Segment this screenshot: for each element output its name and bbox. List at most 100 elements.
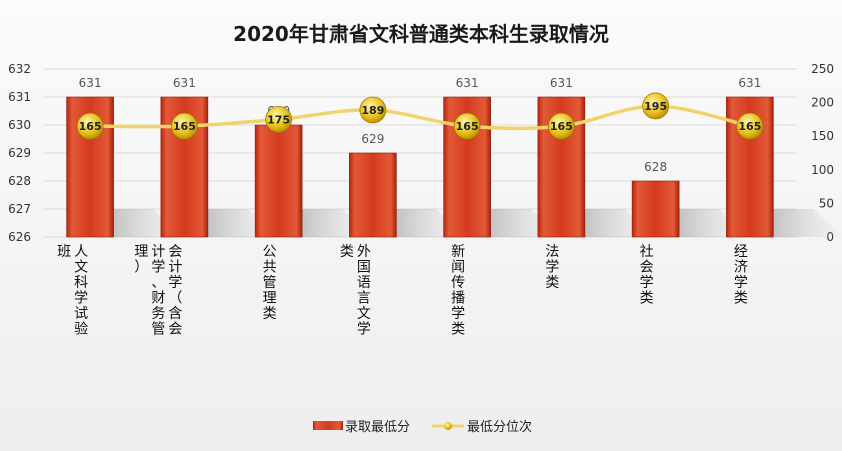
- bar-data-label: 631: [173, 76, 196, 90]
- rank-marker: [359, 96, 387, 124]
- rank-marker: [453, 112, 481, 140]
- bar: [349, 152, 397, 238]
- y-right-tick-label: 100: [811, 163, 834, 177]
- legend-bar-label: 录取最低分: [345, 420, 410, 435]
- x-category-char: 言: [357, 291, 371, 307]
- x-category-char: 会: [168, 244, 182, 260]
- x-category-char: 学: [734, 275, 748, 291]
- x-category-char: 管: [151, 322, 165, 338]
- y-right-tick-label: 250: [811, 62, 834, 76]
- rank-data-label: 195: [644, 100, 667, 113]
- x-category-char: 学: [545, 260, 559, 276]
- x-category-char: 国: [357, 260, 371, 276]
- x-category-char: 学: [168, 275, 182, 291]
- bar-shadow: [773, 209, 842, 237]
- x-category-char: 类: [640, 291, 654, 307]
- x-category-char: 闻: [451, 260, 465, 276]
- x-category-char: 共: [263, 260, 277, 276]
- x-category-char: 传: [451, 275, 465, 291]
- rank-data-label: 165: [738, 120, 761, 133]
- rank-data-label: 165: [79, 120, 102, 133]
- x-category-char: 学: [74, 291, 88, 307]
- x-category-char: 会: [168, 322, 182, 338]
- rank-data-label: 165: [173, 120, 196, 133]
- bar-data-label: 631: [456, 76, 479, 90]
- x-category-char: 理: [263, 291, 277, 307]
- x-category-char: 学: [357, 322, 371, 338]
- x-category-char: 含: [168, 306, 182, 322]
- y-right-tick-label: 150: [811, 129, 834, 143]
- rank-data-label: 189: [361, 104, 384, 117]
- x-category-char: 计: [151, 244, 165, 260]
- x-category-char: 计: [168, 260, 182, 276]
- rank-data-label: 165: [550, 120, 573, 133]
- rank-marker: [76, 112, 104, 140]
- x-category-char: 类: [340, 244, 354, 260]
- x-category-char: 、: [151, 275, 165, 291]
- y-left-tick-label: 627: [8, 202, 31, 216]
- x-category-char: 文: [357, 306, 371, 322]
- y-right-tick-label: 200: [811, 96, 834, 110]
- x-category-char: 科: [74, 275, 88, 291]
- x-category-char: 会: [640, 260, 654, 276]
- x-category-char: 验: [74, 322, 88, 338]
- y-left-tick-label: 631: [8, 90, 31, 104]
- legend-bar-swatch: [313, 421, 343, 430]
- bar-data-label: 631: [550, 76, 573, 90]
- rank-marker: [170, 112, 198, 140]
- x-category-char: 公: [263, 244, 277, 260]
- legend-line-marker: [444, 422, 452, 430]
- bar: [254, 124, 303, 238]
- x-category-char: 管: [263, 275, 277, 291]
- rank-marker: [547, 112, 575, 140]
- x-category-char: 经: [734, 244, 748, 260]
- x-category-label: 法学类: [545, 244, 559, 291]
- x-category-char: 务: [151, 306, 165, 322]
- chart-title: 2020年甘肃省文科普通类本科生录取情况: [233, 22, 609, 46]
- x-category-char: （: [168, 291, 182, 307]
- rank-marker: [736, 112, 764, 140]
- rank-data-label: 165: [456, 120, 479, 133]
- bar-data-label: 631: [79, 76, 102, 90]
- rank-data-label: 175: [267, 113, 290, 126]
- x-category-char: 财: [151, 291, 165, 307]
- x-category-char: ）: [134, 260, 148, 276]
- bar-data-label: 629: [361, 132, 384, 146]
- legend-line-label: 最低分位次: [467, 419, 532, 435]
- x-category-char: 学: [640, 275, 654, 291]
- x-category-char: 外: [357, 244, 371, 260]
- x-category-char: 类: [545, 275, 559, 291]
- rank-marker: [265, 106, 293, 133]
- x-category-char: 人: [74, 244, 88, 260]
- x-category-char: 类: [451, 322, 465, 338]
- x-category-char: 类: [734, 291, 748, 307]
- x-category-char: 类: [263, 306, 277, 322]
- y-left-tick-label: 626: [8, 230, 31, 244]
- bar-data-label: 631: [738, 76, 761, 90]
- x-category-char: 济: [734, 260, 748, 276]
- rank-marker: [642, 92, 670, 120]
- y-left-tick-label: 632: [8, 62, 31, 76]
- y-left-tick-label: 630: [8, 118, 31, 132]
- x-category-char: 法: [545, 244, 559, 260]
- x-category-char: 试: [74, 306, 88, 322]
- x-category-char: 播: [451, 291, 465, 307]
- x-category-char: 新: [451, 244, 465, 260]
- bar-data-label: 628: [644, 160, 667, 174]
- x-category-char: 社: [640, 244, 654, 260]
- x-category-char: 语: [357, 275, 371, 291]
- y-left-tick-label: 629: [8, 146, 31, 160]
- x-category-char: 学: [451, 306, 465, 322]
- y-right-tick-label: 50: [819, 196, 834, 210]
- legend: 录取最低分 最低分位次: [313, 419, 532, 435]
- x-category-char: 学: [151, 260, 165, 276]
- x-category-char: 理: [134, 244, 148, 260]
